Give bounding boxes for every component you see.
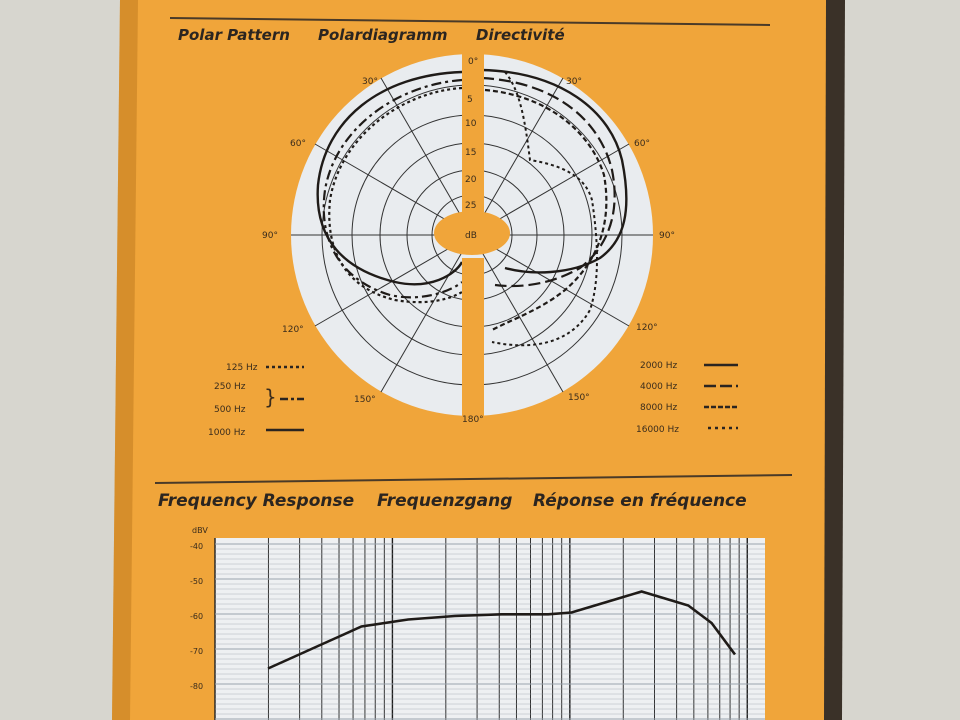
angle-label-0: 0° bbox=[468, 57, 478, 67]
polar-heading-en: Polar Pattern bbox=[178, 26, 290, 44]
angle-label-90-left: 90° bbox=[262, 231, 278, 241]
spoke-30-right bbox=[471, 77, 564, 236]
polar-curve-left-500hz bbox=[322, 78, 463, 299]
freq-y-tick-70: -70 bbox=[190, 647, 203, 656]
legend-label-8000hz: 8000 Hz bbox=[640, 403, 678, 413]
freq-heading-en: Frequency Response bbox=[158, 491, 354, 511]
legend-label-500hz: 500 Hz bbox=[214, 405, 246, 415]
freq-y-tick-80: -80 bbox=[190, 682, 203, 691]
legend-label-125hz: 125 Hz bbox=[226, 363, 258, 373]
polar-center-hub bbox=[434, 211, 510, 255]
angle-label-60-left: 60° bbox=[290, 139, 306, 149]
box-side-edge bbox=[822, 0, 845, 720]
freq-response-curve bbox=[267, 590, 737, 670]
polar-curve-right-2000hz bbox=[481, 68, 628, 274]
db-unit-label: dB bbox=[465, 231, 477, 241]
angle-label-90-right: 90° bbox=[659, 231, 675, 241]
freq-chart-grid bbox=[214, 538, 765, 720]
legend-label-1000hz: 1000 Hz bbox=[208, 428, 246, 438]
freq-heading-de: Frequenzgang bbox=[377, 491, 512, 511]
freq-heading-fr: Réponse en fréquence bbox=[533, 491, 747, 511]
polar-heading-de: Polardiagramm bbox=[318, 26, 447, 44]
polar-split-bar-top bbox=[462, 52, 484, 212]
legend-label-16000hz: 16000 Hz bbox=[636, 425, 679, 435]
freq-y-tick-60: -60 bbox=[190, 612, 203, 621]
polar-curve-right-4000hz bbox=[481, 76, 616, 288]
angle-label-150-left: 150° bbox=[354, 395, 376, 405]
legend-brace: } bbox=[264, 385, 277, 409]
polar-curve-left-1000hz bbox=[316, 70, 464, 286]
polar-heading-fr: Directivité bbox=[476, 26, 565, 44]
angle-label-60-right: 60° bbox=[634, 139, 650, 149]
top-rule bbox=[169, 17, 771, 26]
freq-y-unit: dBV bbox=[192, 526, 208, 535]
frequency-response-chart: dBV -40 -50 -60 -70 -80 bbox=[190, 526, 765, 720]
legend-right: 2000 Hz 4000 Hz 8000 Hz 16000 Hz bbox=[636, 361, 738, 435]
spoke-150-right bbox=[471, 234, 564, 393]
angle-label-30-left: 30° bbox=[362, 77, 378, 87]
angle-label-30-right: 30° bbox=[566, 77, 582, 87]
legend-left: 125 Hz 250 Hz 500 Hz } 1000 Hz bbox=[208, 363, 304, 438]
box-face-shade bbox=[112, 0, 138, 720]
angle-label-180: 180° bbox=[462, 415, 484, 425]
polar-curve-left-125hz bbox=[328, 86, 463, 304]
freq-y-tick-40: -40 bbox=[190, 542, 203, 551]
legend-label-4000hz: 4000 Hz bbox=[640, 382, 678, 392]
angle-label-120-left: 120° bbox=[282, 325, 304, 335]
legend-label-2000hz: 2000 Hz bbox=[640, 361, 678, 371]
db-tick-10: 10 bbox=[465, 119, 477, 129]
freq-y-tick-50: -50 bbox=[190, 577, 203, 586]
db-tick-15: 15 bbox=[465, 148, 476, 158]
polar-split-bar-bottom bbox=[462, 258, 484, 420]
middle-rule bbox=[154, 474, 793, 484]
spoke-150-left bbox=[380, 234, 473, 393]
db-tick-5: 5 bbox=[467, 95, 473, 105]
polar-curve-right-16000hz bbox=[491, 71, 598, 347]
db-tick-25: 25 bbox=[465, 201, 476, 211]
spoke-30-left bbox=[380, 77, 473, 236]
angle-label-150-right: 150° bbox=[568, 393, 590, 403]
polar-curve-right-8000hz bbox=[484, 88, 608, 331]
polar-diagram: 0° 30° 30° 60° 60° 90° 90° 120° 120° 150… bbox=[262, 52, 675, 425]
db-tick-20: 20 bbox=[465, 175, 477, 185]
angle-label-120-right: 120° bbox=[636, 323, 658, 333]
legend-label-250hz: 250 Hz bbox=[214, 382, 246, 392]
